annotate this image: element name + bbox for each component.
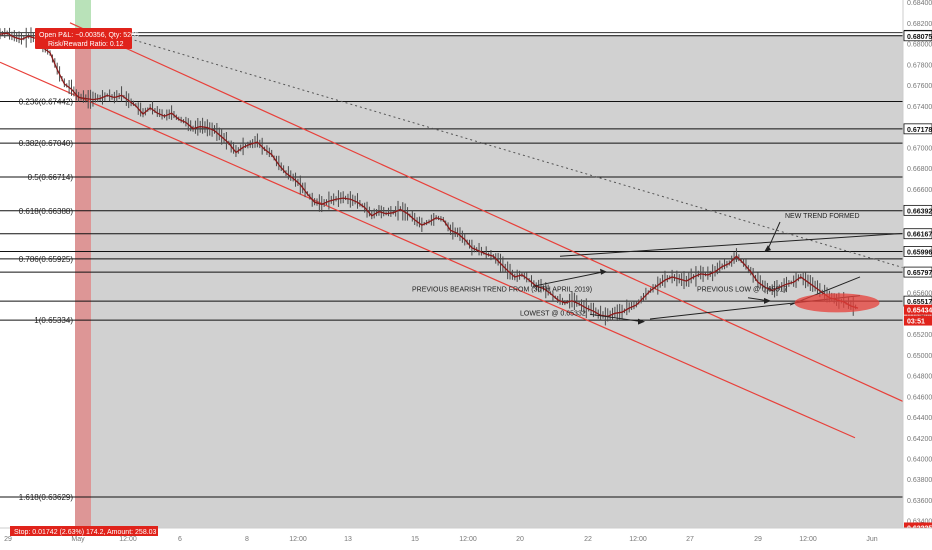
position-shade-layer: [75, 0, 903, 528]
y-tick-label: 0.66800: [907, 166, 932, 173]
fib-label: 0.382(0.67040): [19, 139, 74, 148]
entry-strip-green: [75, 0, 91, 35]
price-badge-label: 0.66392: [907, 208, 932, 215]
channel-upper-line: [69, 22, 904, 402]
dotted-trendline: [124, 36, 904, 269]
price-badge-label: 0.68075: [907, 34, 932, 41]
y-tick-label: 0.67600: [907, 83, 932, 90]
price-badge-label: 0.66167: [907, 232, 932, 239]
fib-label: 0.5(0.66714): [28, 173, 74, 182]
price-badge-label: 0.65517: [907, 299, 932, 306]
price-badge[interactable]: [903, 30, 932, 42]
price-badge[interactable]: [903, 204, 932, 216]
y-tick-label: 0.64200: [907, 436, 932, 443]
y-tick-label: 0.67000: [907, 145, 932, 152]
highlight-ellipse: [794, 293, 880, 313]
risk-reward-text: Risk/Reward Ratio: 0.12: [48, 41, 124, 48]
position-box-layer[interactable]: Open P&L: −0.00356, Qty: 5265 Risk/Reward…: [10, 28, 158, 536]
arrow-new-trend: [767, 221, 781, 250]
price-badge[interactable]: [903, 266, 932, 278]
price-badge[interactable]: [904, 304, 932, 315]
y-tick-label: 0.64400: [907, 415, 932, 422]
y-tick-label: 0.63400: [907, 519, 932, 526]
x-tick-label: 8: [245, 536, 249, 543]
fib-label: 0.786(0.65925): [19, 255, 74, 264]
y-tick-label: 0.65000: [907, 353, 932, 360]
price-badge[interactable]: [903, 228, 932, 240]
y-tick-label: 0.65600: [907, 291, 932, 298]
x-tick-label: 12:00: [799, 536, 817, 543]
price-series-layer: [0, 27, 859, 326]
fib-levels-layer: 0.236(0.67442) 0.382(0.67040) 0.5(0.66714)…: [0, 32, 903, 502]
x-tick-label: 29: [4, 536, 12, 543]
x-tick-label: 22: [584, 536, 592, 543]
channel-lower-line: [0, 61, 856, 439]
annotation-previous-bearish: PREVIOUS BEARISH TREND FROM (30TH APRIL …: [412, 286, 592, 293]
x-tick-label: 27: [686, 536, 694, 543]
time-axis-bg: [0, 528, 932, 550]
y-tick-label: 0.64800: [907, 374, 932, 381]
fib-label: 0.618(0.66388): [19, 207, 74, 216]
price-badge[interactable]: [904, 315, 932, 326]
price-badge-label: 0.67178: [907, 127, 932, 134]
x-tick-label: 12:00: [459, 536, 477, 543]
arrow-head: [764, 245, 771, 253]
new-trend-upper-line: [559, 232, 904, 257]
x-tick-label: 12:00: [289, 536, 307, 543]
arrow-head: [600, 268, 607, 275]
y-tick-label: 0.68400: [907, 0, 932, 7]
arrow-head: [638, 318, 645, 325]
y-tick-label: 0.63600: [907, 498, 932, 505]
x-tick-label: 20: [516, 536, 524, 543]
price-badge-label: 0.65996: [907, 249, 932, 256]
x-tick-label: 13: [344, 536, 352, 543]
price-badge[interactable]: [903, 246, 932, 257]
entry-strip-red: [75, 34, 91, 528]
fib-label: 0.236(0.67442): [19, 97, 74, 106]
x-tick-label: 12:00: [119, 536, 137, 543]
price-line: [0, 32, 859, 318]
annotation-previous-low: PREVIOUS LOW @ 0.65517: [697, 286, 787, 293]
y-tick-label: 0.64000: [907, 456, 932, 463]
y-tick-label: 0.68200: [907, 21, 932, 28]
y-tick-label: 0.63800: [907, 477, 932, 484]
x-tick-label: 29: [754, 536, 762, 543]
pnl-text: Open P&L: −0.00356, Qty: 5265: [39, 32, 139, 39]
arrow-bearish: [532, 271, 605, 287]
arrow-lowest: [589, 313, 643, 323]
x-tick-label: 6: [178, 536, 182, 543]
stop-badge[interactable]: [10, 526, 158, 536]
annotation-lowest: LOWEST @ 0.65332: [520, 310, 586, 317]
price-badge-label: 0.65434: [907, 308, 932, 315]
x-tick-label: Jun: [866, 536, 877, 543]
y-tick-label: 0.65200: [907, 332, 932, 339]
y-tick-label: 0.66600: [907, 187, 932, 194]
position-area: [91, 34, 903, 528]
x-tick-label: May: [71, 536, 85, 543]
x-tick-label: 15: [411, 536, 419, 543]
y-tick-label: 0.64600: [907, 394, 932, 401]
y-tick-label: 0.68000: [907, 42, 932, 49]
annotations-layer: NEW TREND FORMED PREVIOUS BEARISH TREND F…: [412, 213, 880, 325]
annotation-new-trend: NEW TREND FORMED: [785, 213, 860, 220]
y-tick-label: 0.67800: [907, 62, 932, 69]
price-badge-label: 0.65797: [907, 270, 932, 277]
price-badge[interactable]: [903, 123, 932, 135]
y-tick-label: 0.67400: [907, 104, 932, 111]
pnl-badge[interactable]: [35, 28, 132, 49]
y-tick-label: 0.65400: [907, 311, 932, 318]
stop-text: Stop: 0.01742 (2.63%) 174.2, Amount: 258…: [14, 529, 157, 536]
price-badge[interactable]: [904, 522, 932, 533]
fib-label: 1.618(0.63629): [19, 493, 74, 502]
x-tick-label: 12:00: [629, 536, 647, 543]
fib-label: 1(0.65334): [34, 316, 73, 325]
price-badge-label: 03:51: [907, 319, 925, 326]
arrow-head: [764, 297, 771, 304]
